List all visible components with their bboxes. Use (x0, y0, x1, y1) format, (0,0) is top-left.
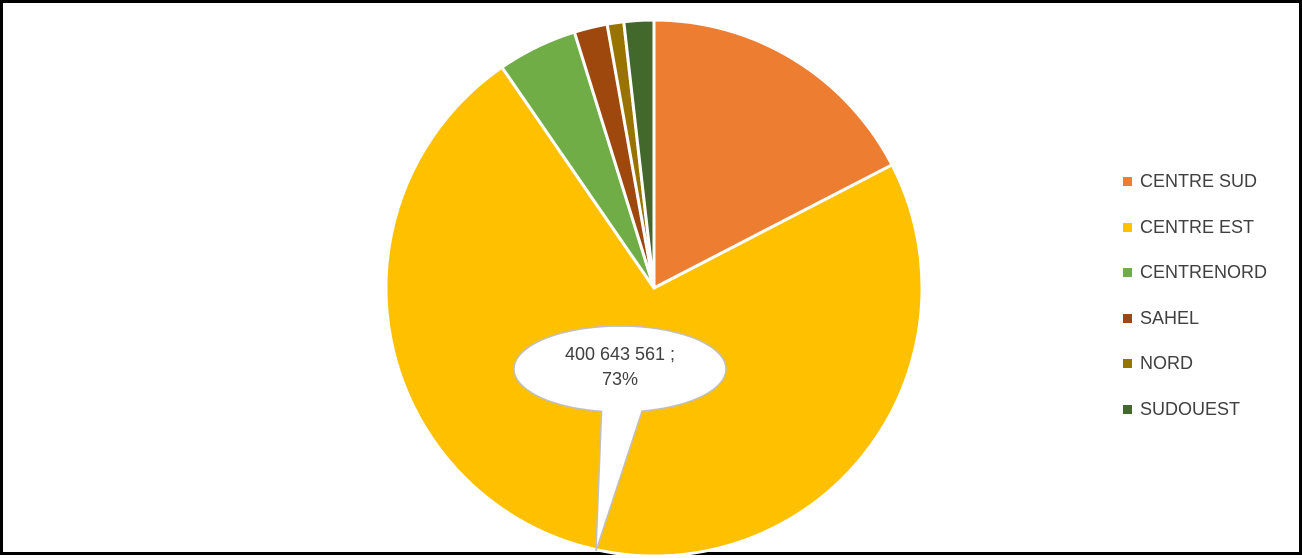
legend-swatch (1123, 268, 1132, 278)
legend-item: NORD (1123, 341, 1293, 387)
callout-bubble (513, 325, 727, 552)
legend-label: CENTRE SUD (1140, 171, 1258, 192)
legend: CENTRE SUD CENTRE EST CENTRENORD SAHEL N… (1123, 159, 1293, 432)
legend-swatch (1123, 313, 1132, 323)
pie-slices (384, 18, 924, 558)
pie-chart: 400 643 561 ; 73% (384, 18, 924, 558)
legend-label: CENTRE EST (1140, 216, 1255, 237)
legend-item: SUDOUEST (1123, 387, 1293, 433)
legend-item: SAHEL (1123, 296, 1293, 342)
legend-item: CENTRE EST (1123, 205, 1293, 251)
legend-label: SAHEL (1140, 307, 1200, 328)
legend-label: CENTRENORD (1140, 262, 1268, 283)
legend-swatch (1123, 359, 1132, 369)
legend-swatch (1123, 404, 1132, 414)
legend-label: NORD (1140, 353, 1193, 374)
pie-slice-sudouest (622, 18, 656, 289)
pie-slice-centre-est (384, 65, 924, 558)
pie-slice-centre-sud (652, 18, 895, 291)
legend-item: CENTRE SUD (1123, 159, 1293, 205)
data-label-percent: 73% (602, 369, 638, 389)
legend-swatch (1123, 177, 1132, 187)
legend-item: CENTRENORD (1123, 250, 1293, 296)
legend-label: SUDOUEST (1140, 398, 1241, 419)
legend-swatch (1123, 222, 1132, 232)
data-label-callout: 400 643 561 ; 73% (513, 325, 727, 552)
data-label-value: 400 643 561 ; (565, 344, 675, 364)
